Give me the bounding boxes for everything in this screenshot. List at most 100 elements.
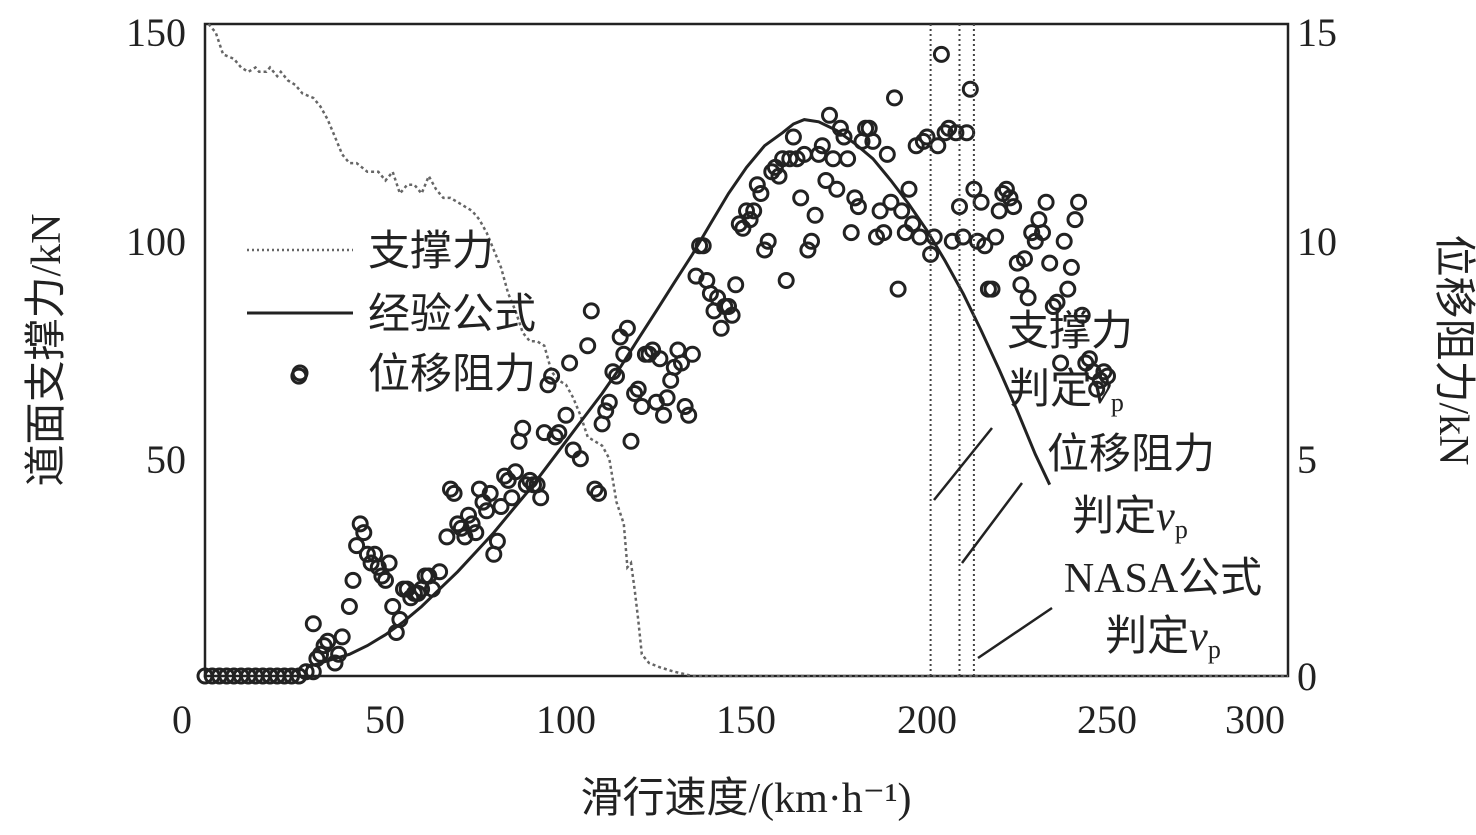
resistance-point (431, 563, 449, 581)
resistance-point (409, 584, 427, 602)
resistance-point (304, 615, 322, 633)
resistance-point (831, 119, 849, 137)
resistance-point (738, 202, 755, 220)
annotation-nasa-line2: 判定vp (1105, 613, 1221, 664)
resistance-point (1059, 280, 1077, 298)
resistance-point (752, 185, 770, 202)
y-left-axis-ticks: 150 100 50 (126, 10, 186, 482)
resistance-point (972, 193, 990, 211)
resistance-point (514, 419, 532, 437)
resistance-point (673, 354, 690, 372)
resistance-point (1088, 380, 1106, 398)
resistance-point (358, 545, 376, 563)
resistance-point (748, 176, 766, 194)
resistance-point (817, 172, 835, 189)
resistance-point (582, 302, 600, 320)
resistance-point (629, 380, 647, 398)
resistance-point (539, 376, 557, 394)
resistance-point (1001, 189, 1019, 207)
resistance-point (1044, 298, 1062, 315)
resistance-point (557, 406, 575, 424)
x-tick-label: 0 (172, 697, 192, 742)
resistance-point (911, 228, 929, 246)
annotation-support-line2: 判定vp (1008, 366, 1124, 417)
resistance-point (391, 611, 409, 628)
resistance-point (492, 498, 510, 515)
resistance-point (965, 180, 983, 198)
threshold-lines (929, 24, 975, 676)
resistance-point (442, 480, 459, 498)
annotation-resist-line1: 位移阻力 (1047, 431, 1215, 478)
resistance-point (1034, 224, 1051, 242)
x-axis-label: 滑行速度/(km·h⁻¹) (580, 776, 911, 822)
resistance-point (954, 228, 972, 246)
resistance-point (1062, 258, 1080, 276)
resistance-point (990, 202, 1008, 220)
resistance-point (694, 237, 712, 255)
resistance-point (445, 484, 463, 502)
resistance-point (651, 350, 669, 368)
resistance-point (608, 367, 625, 385)
resistance-point (330, 645, 348, 663)
resistance-point (1019, 289, 1037, 307)
resistance-point (308, 650, 326, 668)
annotation-nasa-text: 判定 (1105, 613, 1189, 660)
resistance-point (507, 463, 524, 481)
resistance-point (467, 524, 485, 542)
annotation-resist-var: v (1156, 494, 1175, 540)
resistance-point (777, 272, 795, 289)
resistance-point (1052, 354, 1070, 372)
x-tick-label: 250 (1077, 697, 1137, 742)
resistance-point (546, 428, 564, 446)
resistance-point (319, 632, 337, 650)
resistance-point (958, 124, 976, 142)
resistance-point (680, 406, 698, 424)
resistance-point (423, 580, 441, 598)
resistance-point (460, 506, 477, 524)
resistance-point (842, 224, 860, 242)
y-right-tick-label: 0 (1297, 654, 1317, 699)
resistance-point (586, 480, 604, 498)
annotation-support-sub: p (1111, 388, 1124, 417)
y-right-axis-ticks: 15 10 5 0 (1297, 10, 1337, 699)
annotation-nasa-sub: p (1208, 635, 1221, 664)
resistance-point (813, 137, 831, 155)
y-right-axis-label: 位移阻力/kN (1430, 234, 1476, 465)
resistance-point (1066, 211, 1084, 229)
y-left-tick-label: 50 (146, 437, 186, 482)
resistance-point (488, 532, 506, 550)
resistance-point (918, 128, 936, 146)
x-axis-ticks: 0 50 100 150 200 250 300 (172, 697, 1285, 742)
y-left-axis-label: 道面支撑力/kN (24, 213, 70, 486)
resistance-point (348, 537, 366, 555)
y-left-tick-label: 150 (126, 10, 186, 55)
legend-label-resistance: 位移阻力 (368, 351, 536, 398)
resistance-point (745, 202, 763, 220)
annotation-nasa-var: v (1189, 614, 1208, 660)
resistance-point (810, 145, 828, 163)
resistance-point (1048, 293, 1066, 311)
annotation-support-leader (933, 427, 993, 501)
resistance-point (983, 280, 1001, 298)
resistance-point (478, 502, 496, 520)
resistance-point (886, 89, 903, 107)
resistance-point (543, 367, 561, 385)
annotation-resist-sub: p (1175, 515, 1188, 544)
y-right-tick-label: 10 (1297, 219, 1337, 264)
resistance-point (283, 667, 301, 685)
resistance-point (803, 232, 820, 250)
resistance-point (864, 132, 882, 150)
resistance-point (532, 489, 550, 507)
resistance-point (344, 571, 362, 589)
resistance-point (618, 319, 636, 337)
y-right-tick-label: 15 (1297, 10, 1337, 55)
resistance-point (351, 515, 369, 533)
resistance-point (438, 528, 456, 546)
annotation-support-text: 判定 (1008, 366, 1092, 413)
resistance-point (889, 280, 907, 298)
resistance-point (835, 128, 853, 146)
plot-area (196, 23, 1288, 685)
resistance-point (922, 245, 940, 263)
resistance-point (878, 145, 896, 163)
resistance-point (655, 406, 672, 424)
